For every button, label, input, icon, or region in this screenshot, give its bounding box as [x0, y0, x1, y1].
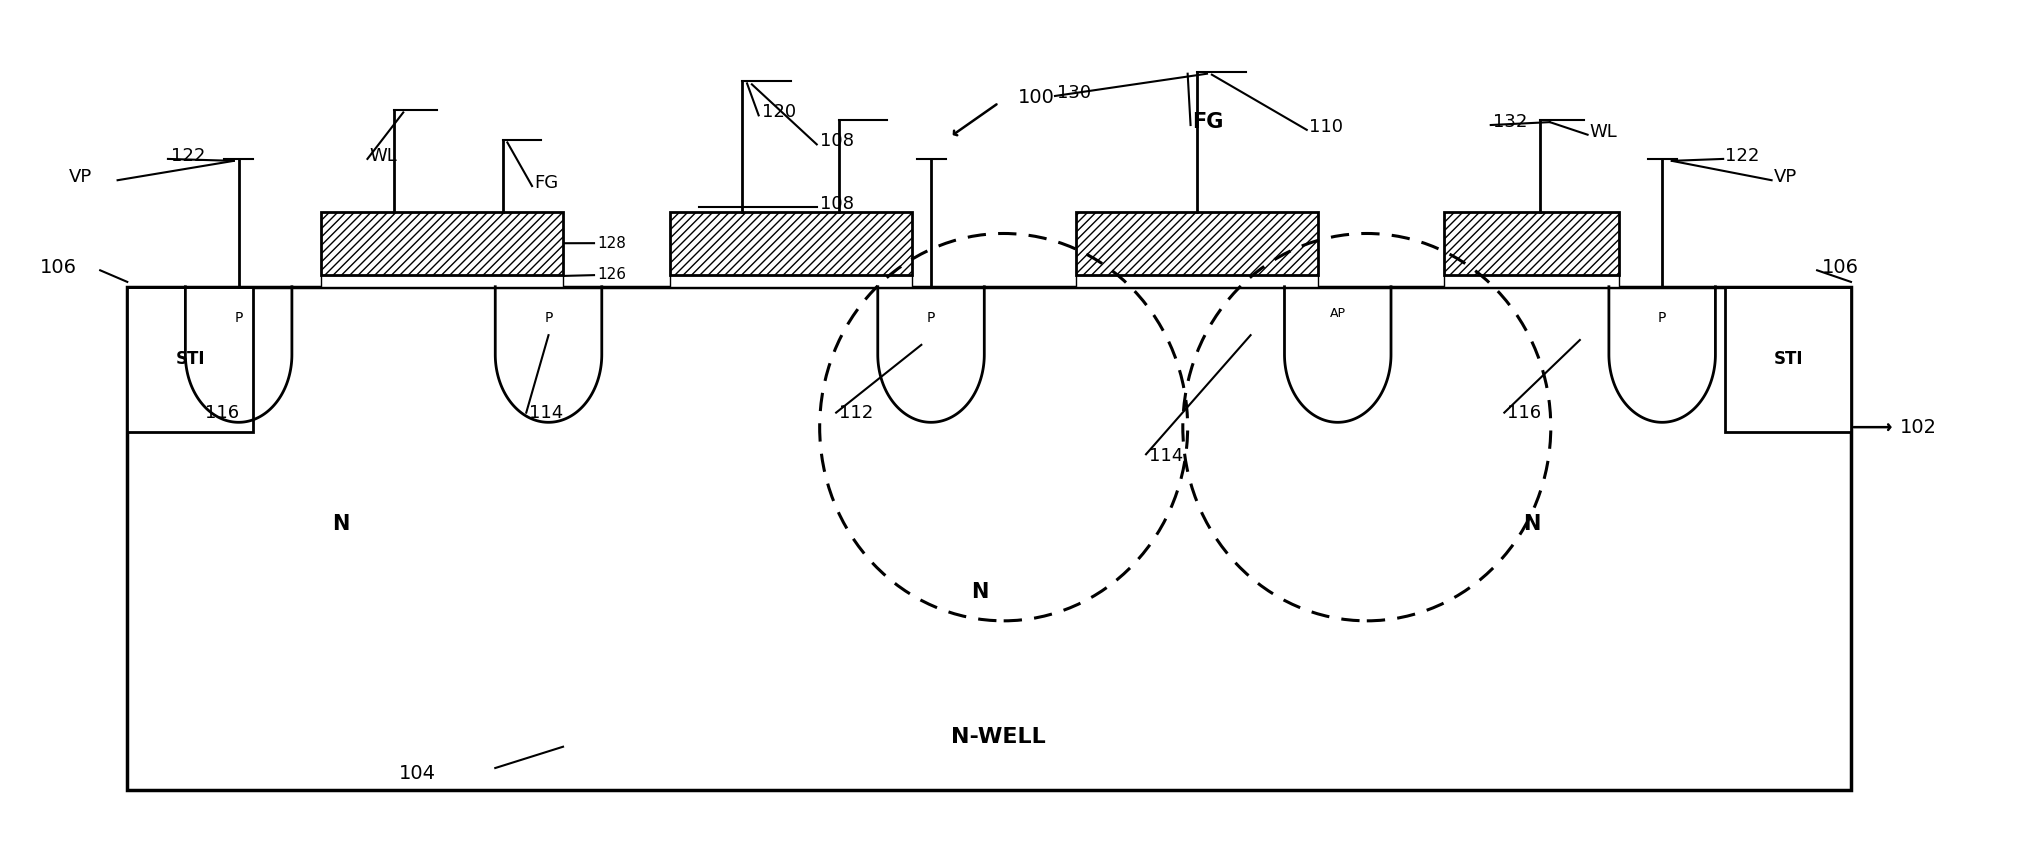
- Text: P: P: [545, 311, 553, 325]
- Text: WL: WL: [369, 147, 397, 165]
- Text: 122: 122: [171, 147, 206, 165]
- Text: 108: 108: [819, 195, 853, 213]
- Text: P: P: [928, 311, 936, 325]
- Bar: [321, 213, 563, 275]
- Text: STI: STI: [175, 351, 206, 368]
- Text: AP: AP: [1329, 308, 1345, 321]
- Text: 114: 114: [1150, 448, 1184, 465]
- Text: 120: 120: [762, 104, 795, 122]
- Text: N-WELL: N-WELL: [952, 727, 1047, 747]
- Text: 130: 130: [1057, 84, 1091, 102]
- Text: P: P: [1658, 311, 1666, 325]
- Bar: [670, 275, 912, 287]
- Text: 116: 116: [206, 403, 238, 422]
- Text: VP: VP: [69, 168, 93, 187]
- Text: N: N: [331, 514, 349, 534]
- Text: 122: 122: [1725, 147, 1759, 165]
- Text: 128: 128: [597, 236, 625, 251]
- Text: 100: 100: [1019, 88, 1055, 107]
- Text: 114: 114: [528, 403, 563, 422]
- Text: 106: 106: [1821, 257, 1860, 276]
- Text: 104: 104: [399, 765, 436, 784]
- Text: 126: 126: [597, 267, 625, 282]
- Text: N: N: [1523, 514, 1541, 534]
- Text: 108: 108: [819, 132, 853, 150]
- Bar: [1725, 287, 1852, 432]
- Bar: [321, 275, 563, 287]
- Text: WL: WL: [1589, 123, 1618, 141]
- Text: FG: FG: [1192, 112, 1224, 132]
- Text: P: P: [234, 311, 242, 325]
- Bar: [1444, 213, 1618, 275]
- Text: FG: FG: [535, 175, 559, 192]
- Text: N: N: [970, 581, 988, 602]
- Text: 116: 116: [1507, 403, 1541, 422]
- Bar: [1444, 275, 1618, 287]
- Text: VP: VP: [1773, 168, 1797, 187]
- Text: 106: 106: [40, 257, 77, 276]
- Bar: [127, 287, 254, 432]
- Text: 110: 110: [1309, 118, 1343, 136]
- Bar: [1077, 275, 1319, 287]
- Text: 132: 132: [1493, 113, 1527, 131]
- Bar: [670, 213, 912, 275]
- Text: 112: 112: [839, 403, 873, 422]
- Text: 102: 102: [1900, 417, 1936, 436]
- Bar: [1077, 213, 1319, 275]
- Text: STI: STI: [1773, 351, 1803, 368]
- Bar: [127, 287, 1852, 791]
